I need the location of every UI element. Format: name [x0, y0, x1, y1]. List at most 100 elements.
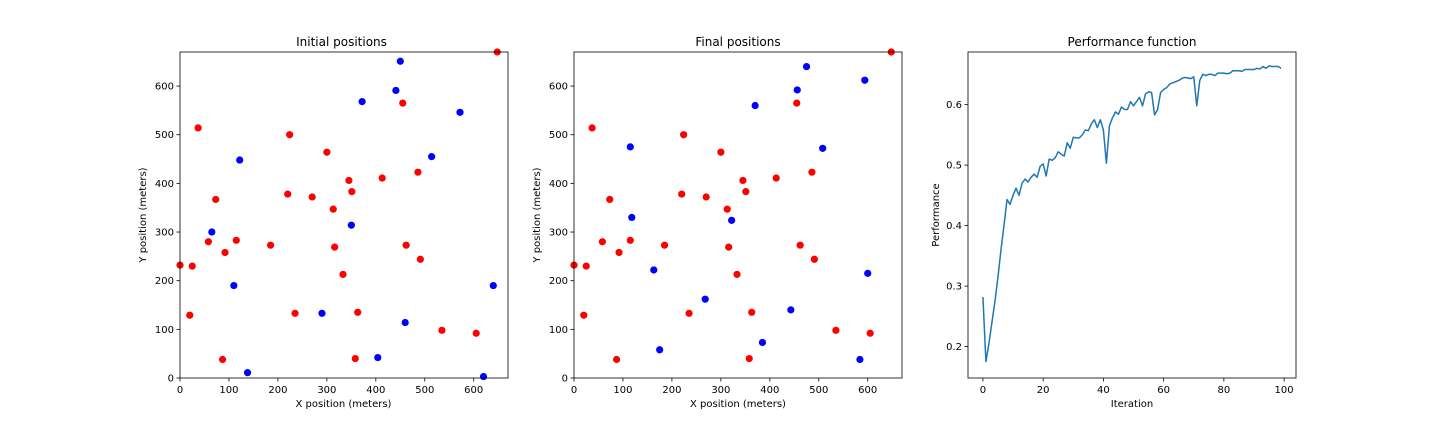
scatter-point — [751, 101, 759, 110]
scatter-point — [615, 248, 623, 257]
axes-frame — [573, 51, 903, 379]
data-marks — [982, 65, 1282, 363]
x-tick-label: 600 — [858, 385, 877, 396]
x-tick-label: 100 — [1275, 385, 1294, 396]
scatter-point — [796, 241, 804, 249]
x-tick-label: 40 — [1097, 385, 1110, 396]
scatter-point — [866, 329, 874, 337]
y-tick-label: 0.4 — [946, 221, 962, 232]
x-tick-label: 60 — [1157, 385, 1170, 396]
scatter-point — [772, 174, 780, 182]
scatter-point — [793, 99, 801, 107]
scatter-point — [628, 213, 636, 222]
scatter-point — [748, 308, 756, 316]
scatter-point — [606, 195, 614, 204]
scatter-point — [819, 144, 827, 152]
scatter-point — [626, 143, 634, 151]
scatter-point — [742, 188, 750, 196]
x-tick-label: 300 — [711, 385, 730, 396]
scatter-point — [221, 248, 229, 257]
y-tick-label: 600 — [549, 82, 568, 93]
scatter-point — [351, 354, 359, 363]
scatter-point — [396, 57, 404, 65]
y-tick-label: 600 — [155, 82, 174, 93]
scatter-point — [284, 190, 292, 198]
scatter-point — [401, 318, 409, 327]
scatter-point — [438, 326, 446, 334]
y-tick-label: 0.2 — [946, 342, 962, 353]
x-tick-label: 100 — [219, 385, 238, 396]
x-tick-label: 0 — [980, 385, 986, 396]
plot-title: Final positions — [695, 35, 780, 49]
x-tick-label: 400 — [366, 385, 385, 396]
scatter-point — [864, 269, 872, 277]
scatter-point — [856, 355, 864, 364]
x-axis-label: X position (meters) — [296, 399, 392, 410]
scatter-point — [392, 86, 400, 95]
scatter-point — [702, 193, 710, 201]
y-axis-label: Performance — [931, 183, 942, 246]
y-tick-label: 500 — [549, 130, 568, 141]
x-tick-label: 500 — [809, 385, 828, 396]
scatter-point — [456, 108, 464, 116]
scatter-point — [793, 86, 801, 94]
scatter-point — [582, 262, 590, 270]
x-tick-label: 200 — [662, 385, 681, 396]
scatter-point — [656, 346, 664, 354]
axis-ticks: 0 20 40 60 80 100 0.2 0.3 0.4 0.5 0.6 — [946, 100, 1294, 396]
y-tick-label: 400 — [155, 179, 174, 190]
scatter-point — [725, 243, 733, 251]
y-tick-label: 300 — [155, 228, 174, 239]
scatter-point — [323, 148, 331, 156]
scatter-point — [354, 308, 362, 316]
scatter-point — [308, 193, 316, 201]
axes-frame — [967, 51, 1297, 379]
scatter-point — [580, 311, 588, 319]
scatter-point — [728, 216, 736, 224]
axis-ticks: 0 100 200 300 400 500 600 0 100 200 300 400 500 600 — [549, 82, 877, 396]
scatter-point — [348, 188, 356, 196]
scatter-point — [787, 306, 795, 314]
scatter-point — [345, 176, 353, 185]
scatter-point — [758, 338, 767, 347]
scatter-point — [598, 238, 606, 246]
scatter-point — [861, 76, 869, 84]
scatter-point — [329, 205, 337, 213]
y-tick-label: 0.3 — [946, 282, 962, 293]
scatter-point — [212, 195, 220, 204]
scatter-point — [358, 98, 366, 106]
axis-ticks: 0 100 200 300 400 500 600 0 100 200 300 400 500 600 — [155, 82, 483, 396]
scatter-point — [733, 270, 741, 278]
scatter-point — [479, 372, 488, 381]
scatter-point — [745, 354, 753, 363]
scatter-point — [802, 63, 811, 71]
scatter-point — [701, 295, 709, 303]
scatter-point — [402, 241, 410, 249]
scatter-point — [399, 99, 407, 107]
scatter-point — [339, 270, 347, 278]
x-tick-label: 200 — [268, 385, 287, 396]
scatter-point — [650, 266, 658, 274]
scatter-point — [588, 124, 596, 132]
plot-initial-positions: Initial positions X position (meters) Y … — [138, 35, 509, 410]
scatter-point — [678, 190, 686, 198]
scatter-point — [739, 176, 747, 185]
x-tick-label: 300 — [317, 385, 336, 396]
scatter-point — [347, 221, 355, 229]
scatter-point — [808, 168, 816, 176]
axes-frame — [179, 51, 509, 379]
y-tick-label: 200 — [549, 276, 568, 287]
scatter-point — [230, 281, 238, 290]
scatter-point — [186, 311, 194, 319]
plot-title: Performance function — [1068, 35, 1197, 49]
scatter-point — [717, 148, 725, 156]
scatter-point — [428, 153, 436, 161]
x-tick-label: 0 — [177, 385, 183, 396]
x-axis-label: X position (meters) — [690, 399, 786, 410]
plot-performance-function: Performance function Iteration Performan… — [931, 35, 1297, 410]
scatter-point — [378, 174, 386, 182]
y-tick-label: 300 — [549, 228, 568, 239]
y-tick-label: 100 — [549, 325, 568, 336]
data-marks — [176, 48, 501, 381]
